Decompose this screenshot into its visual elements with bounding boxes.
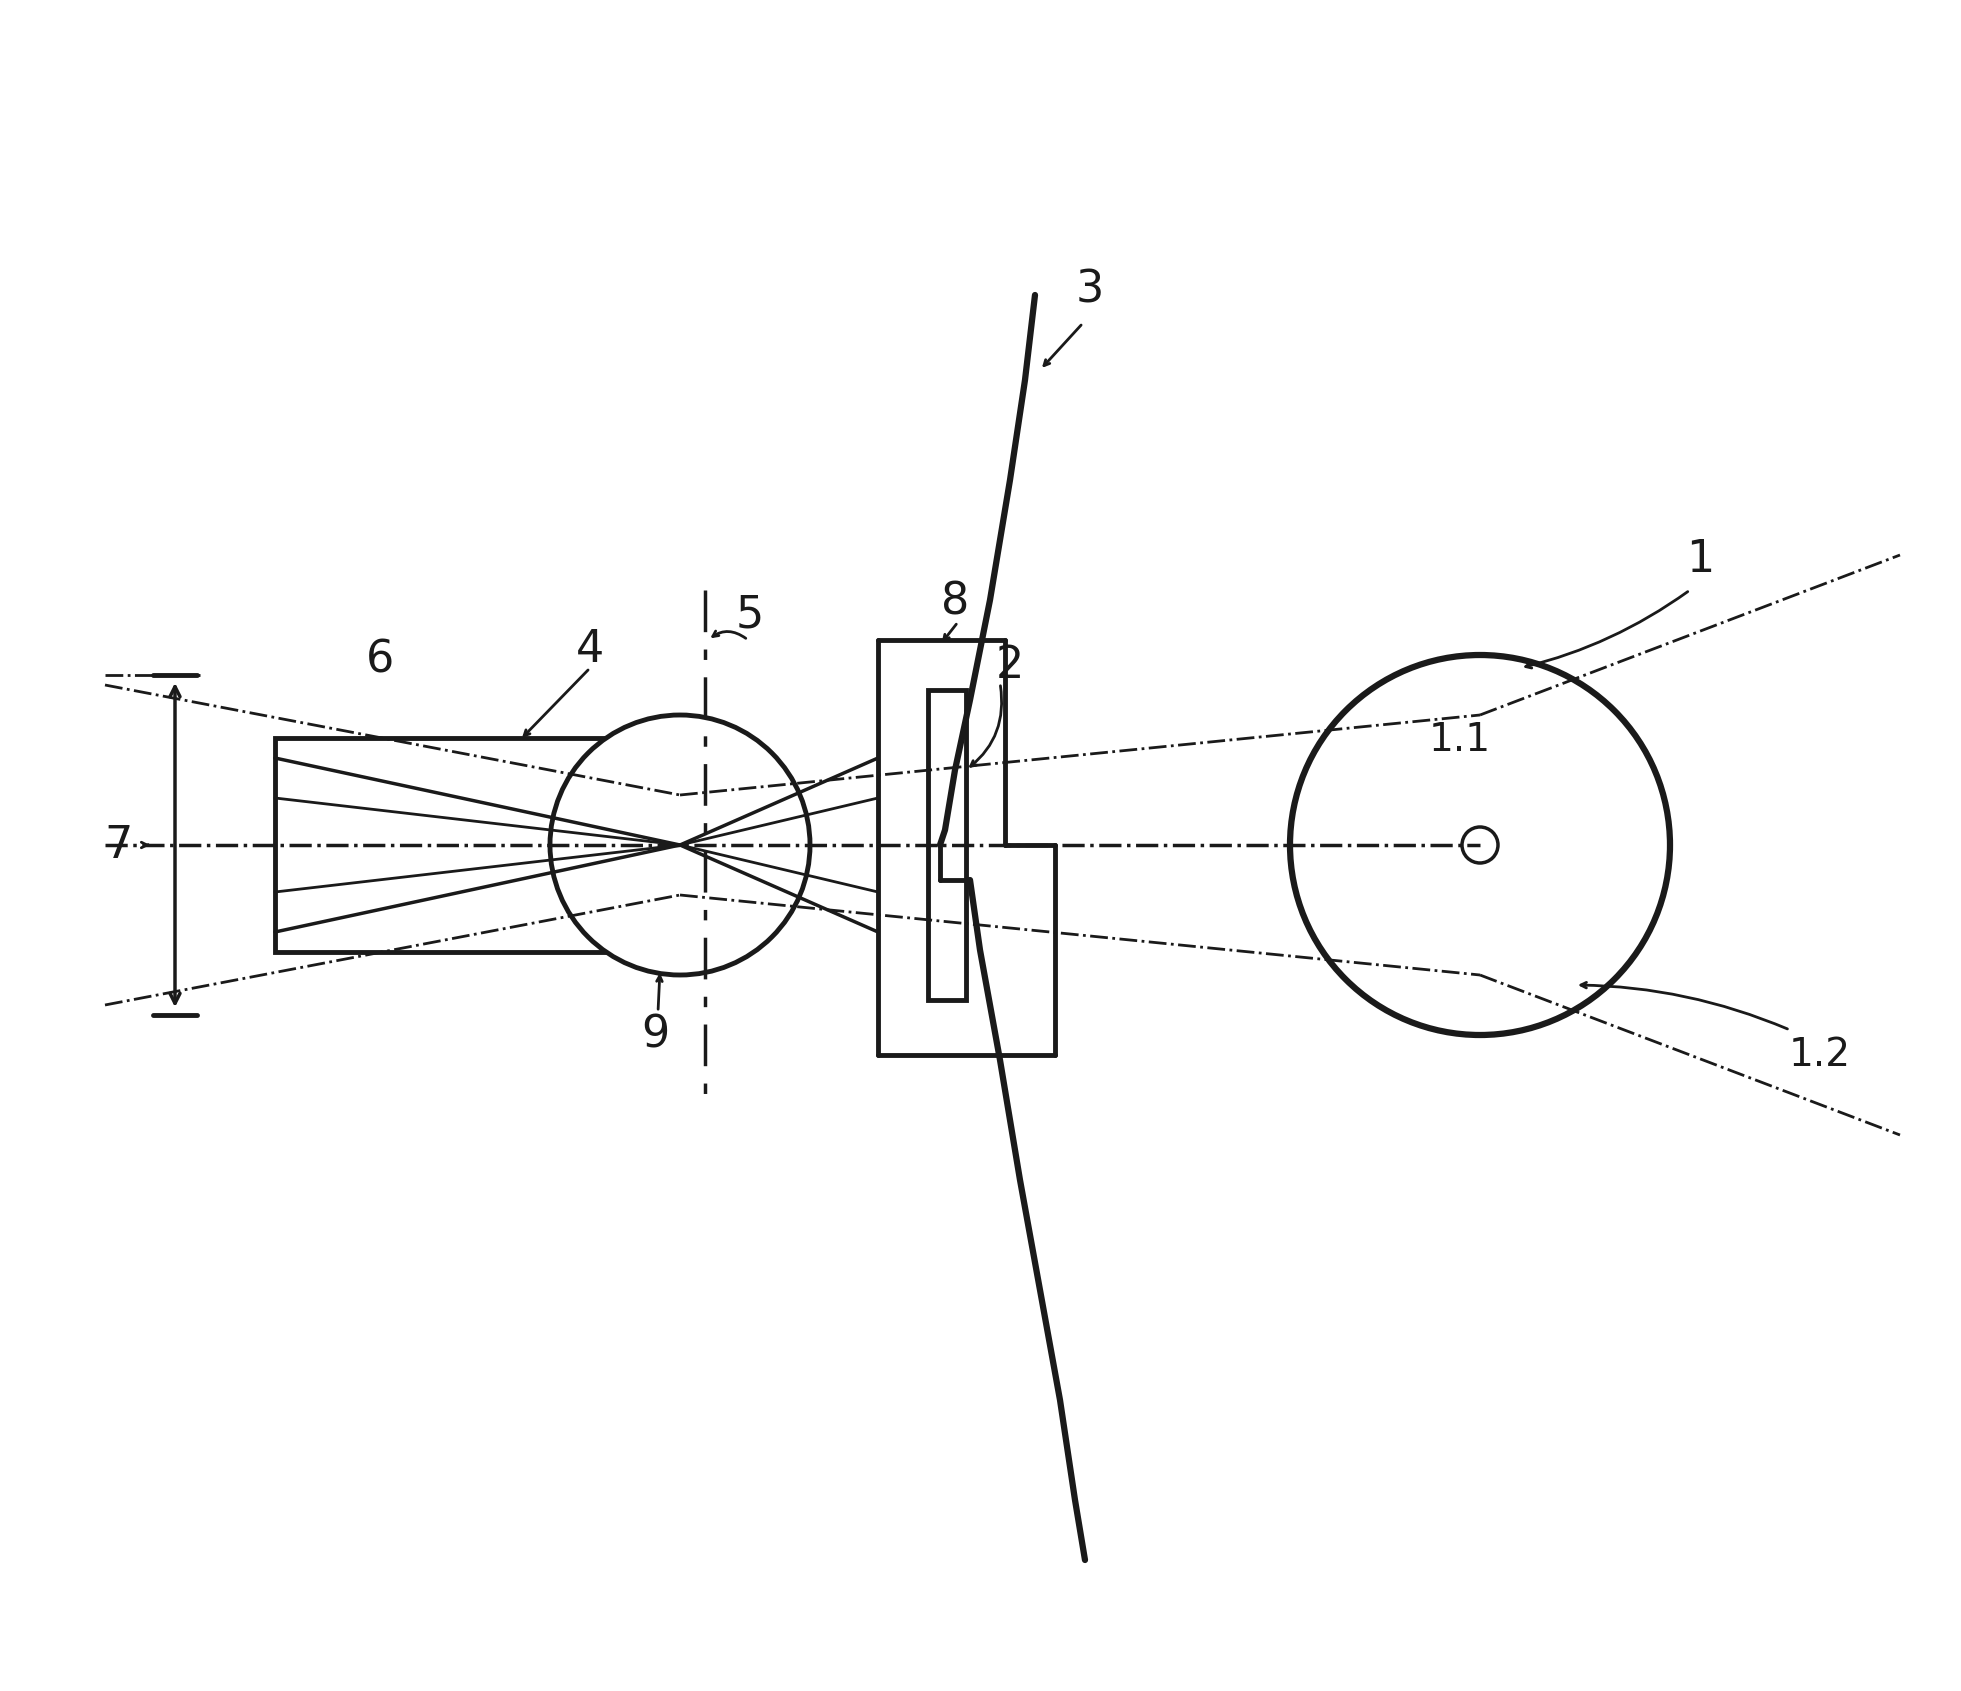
Text: 7: 7 <box>104 824 131 866</box>
Text: 1.2: 1.2 <box>1788 1037 1851 1074</box>
Text: 2: 2 <box>996 644 1024 687</box>
Text: 1: 1 <box>1686 538 1714 582</box>
Text: 1.1: 1.1 <box>1430 720 1490 759</box>
Text: 4: 4 <box>577 629 604 671</box>
Bar <box>275 737 694 952</box>
Text: 9: 9 <box>641 1013 669 1057</box>
Text: 3: 3 <box>1077 269 1104 311</box>
Text: 5: 5 <box>735 594 765 636</box>
Bar <box>928 690 967 999</box>
Text: 6: 6 <box>367 639 394 681</box>
Text: 8: 8 <box>941 580 969 624</box>
Circle shape <box>549 715 810 976</box>
